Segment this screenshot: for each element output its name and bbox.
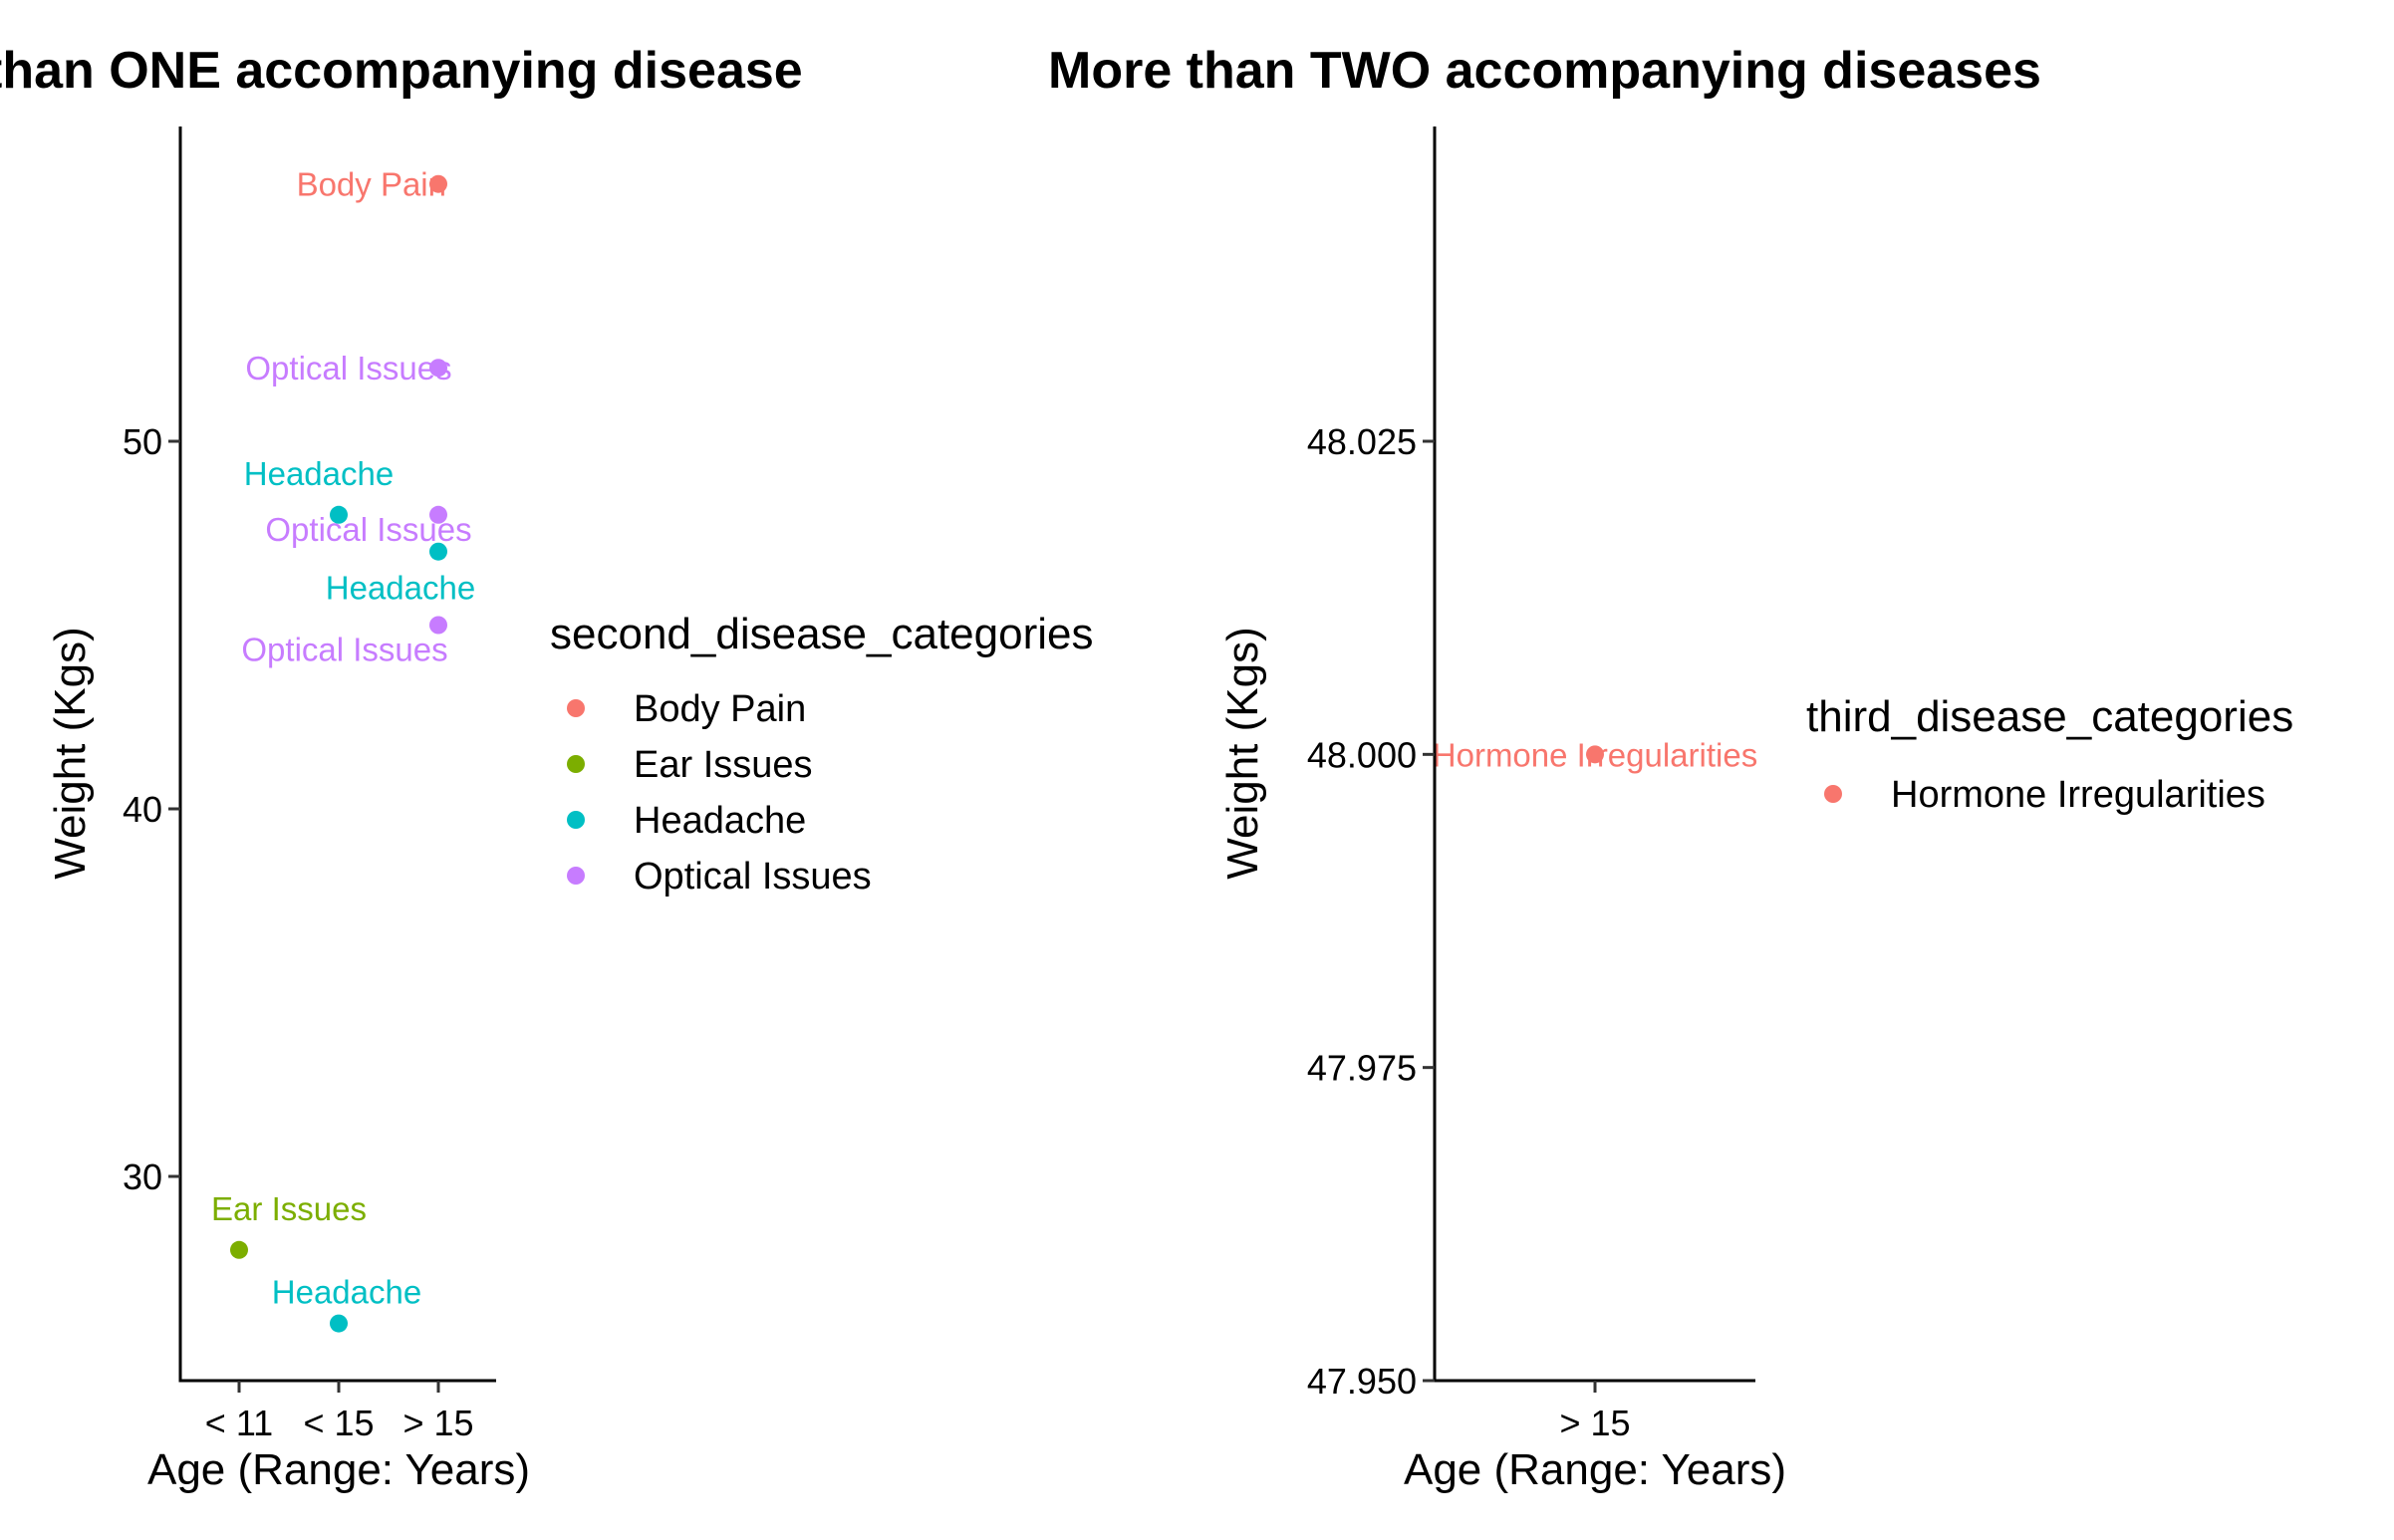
y-tick-label: 47.975 (1307, 1048, 1417, 1089)
data-point (429, 174, 447, 193)
panel-1-legend: second_disease_categories Body Pain Ear I… (550, 610, 1094, 898)
data-point (330, 1314, 348, 1333)
panel-one-disease: than ONE accompanying disease Body Pain O… (0, 42, 1094, 1494)
data-point (1586, 745, 1604, 764)
x-tick-label: < 11 (205, 1403, 273, 1443)
data-point-label: Hormone Irregularities (1433, 736, 1757, 773)
panel-2-title: More than TWO accompanying diseases (1048, 42, 2041, 100)
legend-key (567, 811, 585, 829)
y-tick-label: 50 (123, 421, 162, 462)
panel-1-title: than ONE accompanying disease (0, 42, 803, 100)
y-tick-label: 47.950 (1307, 1361, 1417, 1402)
panel-2-legend-title: third_disease_categories (1806, 692, 2293, 741)
legend-key (1824, 785, 1842, 803)
y-tick-label: 30 (123, 1156, 162, 1197)
x-tick-label: < 15 (303, 1403, 374, 1443)
data-point-label: Ear Issues (211, 1190, 367, 1227)
x-tick-label: > 15 (1559, 1403, 1630, 1443)
data-point (230, 1240, 248, 1259)
y-tick-label: 40 (123, 789, 162, 830)
x-tick-label: > 15 (402, 1403, 473, 1443)
y-tick-label: 48.000 (1307, 734, 1417, 775)
panel-1-y-axis-title: Weight (Kgs) (46, 627, 95, 880)
panel-two-diseases: More than TWO accompanying diseases Horm… (1048, 42, 2293, 1494)
data-point (429, 505, 447, 524)
data-point-label: Optical Issues (241, 632, 447, 668)
panel-2-x-axis-title: Age (Range: Years) (1404, 1445, 1786, 1494)
panel-1-legend-title: second_disease_categories (550, 610, 1094, 658)
data-point (429, 616, 447, 635)
legend-label: Headache (634, 800, 806, 842)
data-point-label: Headache (326, 570, 475, 607)
data-point-label: Headache (244, 455, 394, 492)
panel-2-y-axis-title: Weight (Kgs) (1218, 627, 1267, 880)
data-point (429, 359, 447, 378)
legend-key (567, 755, 585, 773)
panel-2-legend: third_disease_categories Hormone Irregul… (1806, 692, 2293, 816)
legend-label: Optical Issues (634, 856, 872, 898)
panel-1-axes (178, 127, 496, 1383)
data-point-label: Headache (272, 1274, 421, 1311)
data-point-label: Optical Issues (265, 511, 471, 548)
legend-label: Ear Issues (634, 744, 813, 786)
legend-key (567, 867, 585, 885)
panel-1-x-axis-title: Age (Range: Years) (147, 1445, 530, 1494)
legend-label: Body Pain (634, 688, 806, 730)
data-point-label: Optical Issues (245, 350, 451, 386)
legend-key (567, 699, 585, 717)
y-tick-label: 48.025 (1307, 421, 1417, 462)
data-point-label: Body Pain (297, 166, 446, 203)
data-point (429, 542, 447, 561)
data-point (330, 505, 348, 524)
legend-label: Hormone Irregularities (1891, 774, 2265, 816)
